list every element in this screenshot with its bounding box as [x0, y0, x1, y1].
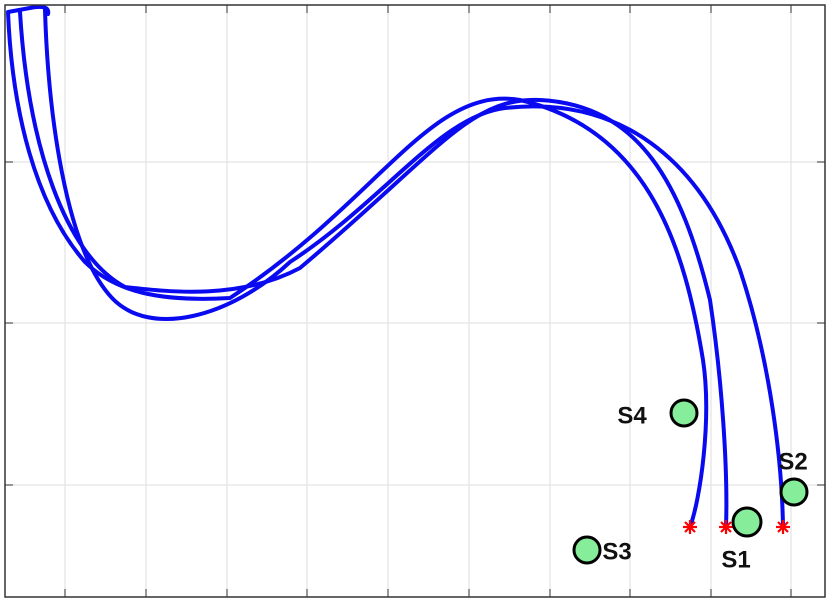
sensor: [779, 477, 809, 507]
sensor: [572, 535, 602, 565]
sensor-label: S2: [778, 448, 807, 475]
plot-area: [5, 5, 825, 597]
end-marker: [683, 520, 697, 534]
trajectory: [43, 8, 785, 529]
sensor-label: S3: [602, 538, 631, 565]
end-marker: [719, 520, 733, 534]
trajectory: [18, 10, 729, 529]
sensor-label: S1: [721, 546, 750, 573]
trajectory: [6, 4, 709, 529]
sensor: [669, 398, 699, 428]
end-marker: [776, 520, 790, 534]
tick-marks: [5, 5, 825, 597]
sensor-label: S4: [617, 402, 647, 429]
plot-border: [4, 4, 826, 598]
sensor: [731, 506, 763, 538]
